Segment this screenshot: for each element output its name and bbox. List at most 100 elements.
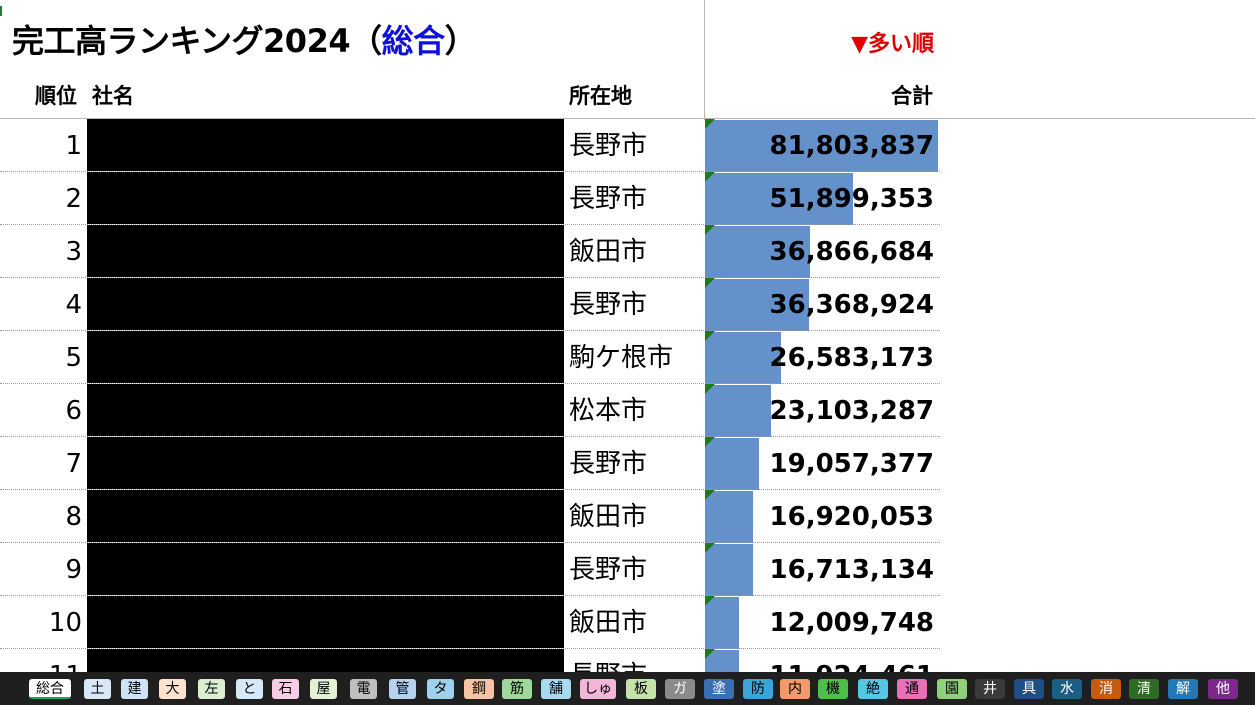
sheet-tab[interactable]: 防 [743, 679, 773, 699]
data-bar [705, 226, 810, 278]
sheet-tab[interactable]: 土 [84, 679, 111, 699]
location-cell[interactable]: 駒ケ根市 [569, 343, 674, 373]
company-name-redacted[interactable] [87, 543, 564, 595]
total-cell[interactable]: 51,899,353 [705, 172, 938, 225]
company-name-redacted[interactable] [87, 278, 564, 330]
location-cell[interactable]: 飯田市 [569, 608, 648, 638]
total-value: 12,009,748 [769, 608, 934, 638]
total-value: 51,899,353 [769, 184, 934, 214]
sheet-tab[interactable]: 井 [975, 679, 1005, 699]
total-cell[interactable]: 81,803,837 [705, 119, 938, 172]
sheet-tab[interactable]: 屋 [310, 679, 337, 699]
location-cell[interactable]: 飯田市 [569, 237, 648, 267]
location-cell[interactable]: 長野市 [569, 290, 648, 320]
rank-cell[interactable]: 3 [65, 237, 82, 267]
sheet-tab[interactable]: 筋 [502, 679, 532, 699]
company-name-redacted[interactable] [87, 490, 564, 542]
table-row[interactable]: 3 飯田市 36,866,684 [0, 225, 940, 278]
data-bar [705, 332, 781, 384]
table-row[interactable]: 8 飯田市 16,920,053 [0, 490, 940, 543]
company-name-redacted[interactable] [87, 384, 564, 436]
sheet-tab[interactable]: 他 [1208, 679, 1238, 699]
sheet-tab[interactable]: 水 [1052, 679, 1082, 699]
sheet-tab[interactable]: 消 [1091, 679, 1121, 699]
sheet-tab[interactable]: しゅ [580, 679, 616, 699]
comment-indicator-icon [705, 331, 715, 341]
total-cell[interactable]: 23,103,287 [705, 384, 938, 437]
cell-cursor-marker [0, 6, 2, 16]
total-cell[interactable]: 36,866,684 [705, 225, 938, 278]
sheet-tab[interactable]: 左 [198, 679, 225, 699]
sheet-tab[interactable]: 石 [272, 679, 299, 699]
location-cell[interactable]: 長野市 [569, 449, 648, 479]
total-cell[interactable]: 36,368,924 [705, 278, 938, 331]
table-row[interactable]: 11 長野市 11,924,461 [0, 649, 940, 672]
location-cell[interactable]: 長野市 [569, 184, 648, 214]
table-row[interactable]: 10 飯田市 12,009,748 [0, 596, 940, 649]
comment-indicator-icon [705, 119, 715, 129]
company-name-redacted[interactable] [87, 172, 564, 224]
sort-order-label[interactable]: ▼多い順 [851, 32, 934, 57]
sheet-tab[interactable]: 舗 [541, 679, 571, 699]
rank-cell[interactable]: 10 [48, 608, 82, 638]
title-suffix: ） [444, 22, 477, 60]
table-row[interactable]: 2 長野市 51,899,353 [0, 172, 940, 225]
sheet-tab[interactable]: と [236, 679, 263, 699]
total-value: 16,920,053 [769, 502, 934, 532]
rank-cell[interactable]: 6 [65, 396, 82, 426]
total-cell[interactable]: 16,713,134 [705, 543, 938, 596]
row-separator [0, 436, 940, 437]
sheet-tab[interactable]: 内 [780, 679, 810, 699]
total-cell[interactable]: 12,009,748 [705, 596, 938, 649]
data-bar [705, 120, 938, 172]
sheet-tab[interactable]: 解 [1168, 679, 1198, 699]
sheet-tab[interactable]: 絶 [858, 679, 888, 699]
company-name-redacted[interactable] [87, 331, 564, 383]
table-row[interactable]: 4 長野市 36,368,924 [0, 278, 940, 331]
sheet-tab[interactable]: 塗 [704, 679, 734, 699]
sheet-tab[interactable]: 建 [121, 679, 148, 699]
sheet-tab[interactable]: 大 [159, 679, 186, 699]
table-row[interactable]: 6 松本市 23,103,287 [0, 384, 940, 437]
company-name-redacted[interactable] [87, 225, 564, 277]
sheet-tab[interactable]: 清 [1129, 679, 1159, 699]
sheet-tab[interactable]: タ [427, 679, 454, 699]
rank-cell[interactable]: 1 [65, 131, 82, 161]
rank-cell[interactable]: 5 [65, 343, 82, 373]
sheet-tab[interactable]: 鋼 [464, 679, 494, 699]
comment-indicator-icon [705, 649, 715, 659]
sheet-tab[interactable]: 総合 [29, 679, 71, 699]
total-cell[interactable]: 19,057,377 [705, 437, 938, 490]
sheet-tab[interactable]: 板 [626, 679, 656, 699]
rank-cell[interactable]: 2 [65, 184, 82, 214]
sheet-tab[interactable]: 園 [937, 679, 967, 699]
sheet-tab[interactable]: 電 [350, 679, 377, 699]
table-row[interactable]: 1 長野市 81,803,837 [0, 119, 940, 172]
table-row[interactable]: 5 駒ケ根市 26,583,173 [0, 331, 940, 384]
total-cell[interactable]: 11,924,461 [705, 649, 938, 672]
location-cell[interactable]: 松本市 [569, 396, 648, 426]
total-cell[interactable]: 26,583,173 [705, 331, 938, 384]
table-row[interactable]: 9 長野市 16,713,134 [0, 543, 940, 596]
sheet-tab[interactable]: 管 [389, 679, 416, 699]
location-cell[interactable]: 長野市 [569, 649, 647, 672]
location-cell[interactable]: 飯田市 [569, 502, 648, 532]
location-cell[interactable]: 長野市 [569, 555, 648, 585]
total-cell[interactable]: 16,920,053 [705, 490, 938, 543]
sheet-tab[interactable]: 具 [1014, 679, 1044, 699]
rank-cell[interactable]: 9 [65, 555, 82, 585]
rank-cell[interactable]: 4 [65, 290, 82, 320]
sheet-tab[interactable]: 機 [818, 679, 848, 699]
company-name-redacted[interactable] [87, 437, 564, 489]
company-name-redacted[interactable] [87, 649, 564, 672]
table-row[interactable]: 7 長野市 19,057,377 [0, 437, 940, 490]
sheet-tab[interactable]: ガ [665, 679, 695, 699]
sheet-tab[interactable]: 通 [897, 679, 927, 699]
spreadsheet-area[interactable]: 完工高ランキング2024（総合） ▼多い順 順位 社名 所在地 合計 1 長野市 8… [0, 0, 1255, 672]
rank-cell[interactable]: 11 [0, 649, 82, 672]
company-name-redacted[interactable] [87, 119, 564, 171]
rank-cell[interactable]: 8 [65, 502, 82, 532]
location-cell[interactable]: 長野市 [569, 131, 648, 161]
rank-cell[interactable]: 7 [65, 449, 82, 479]
company-name-redacted[interactable] [87, 596, 564, 648]
